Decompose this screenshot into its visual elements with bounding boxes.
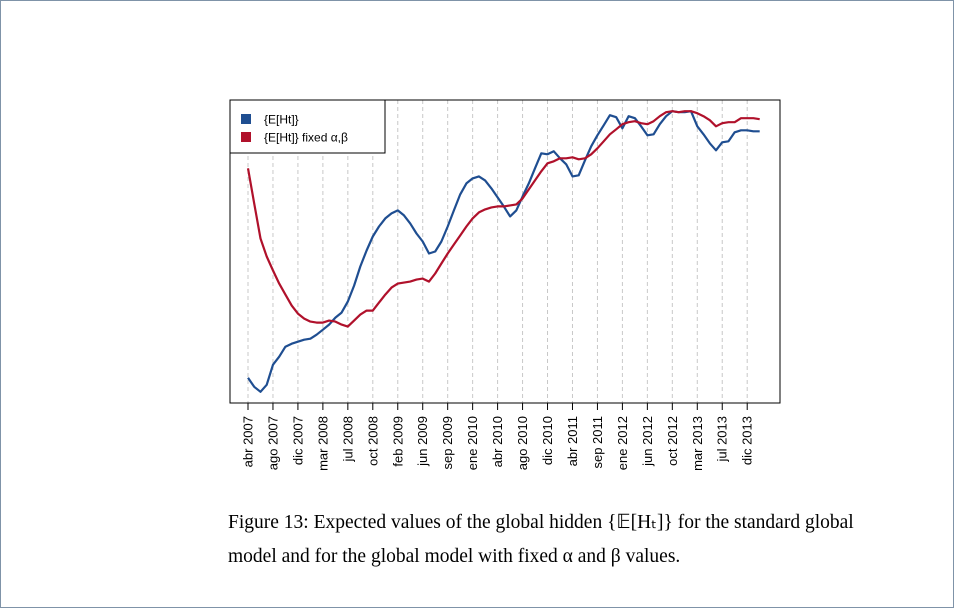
caption-line: Figure 13: Expected values of the global… [228, 512, 854, 533]
x-tick-label: jul 2008 [340, 416, 355, 463]
plot-frame [229, 99, 781, 404]
x-tick-label: jun 2009 [415, 416, 430, 467]
x-tick-label: oct 2012 [665, 416, 680, 466]
legend-label: {E[Ht]} fixed α,β [264, 131, 348, 145]
x-tick-label: abr 2011 [565, 416, 580, 466]
x-tick-label: abr 2007 [241, 416, 256, 467]
x-tick-label: jul 2013 [715, 416, 730, 463]
x-tick-label: jun 2012 [640, 416, 655, 467]
x-tick-label: mar 2013 [690, 416, 705, 471]
x-tick-label: ene 2012 [615, 416, 630, 470]
x-tick-label: mar 2008 [315, 416, 330, 471]
legend-swatch [241, 114, 251, 124]
x-tick-label: feb 2009 [390, 416, 405, 467]
legend-swatch [241, 132, 251, 142]
series-line [246, 110, 760, 328]
legend-box [229, 99, 386, 154]
x-tick-label: ene 2010 [465, 416, 480, 470]
x-tick-label: ago 2007 [265, 416, 280, 470]
x-tick-label: dic 2007 [290, 416, 305, 465]
x-tick-label: oct 2008 [365, 416, 380, 466]
x-tick-label: abr 2010 [490, 416, 505, 467]
legend-label: {E[Ht]} [264, 113, 299, 127]
x-tick-label: ago 2010 [515, 416, 530, 470]
x-tick-label: sep 2009 [440, 416, 455, 470]
x-tick-label: dic 2013 [740, 416, 755, 465]
caption-line: model and for the global model with fixe… [228, 546, 680, 567]
x-tick-label: sep 2011 [590, 416, 605, 469]
x-tick-label: dic 2010 [540, 416, 555, 465]
